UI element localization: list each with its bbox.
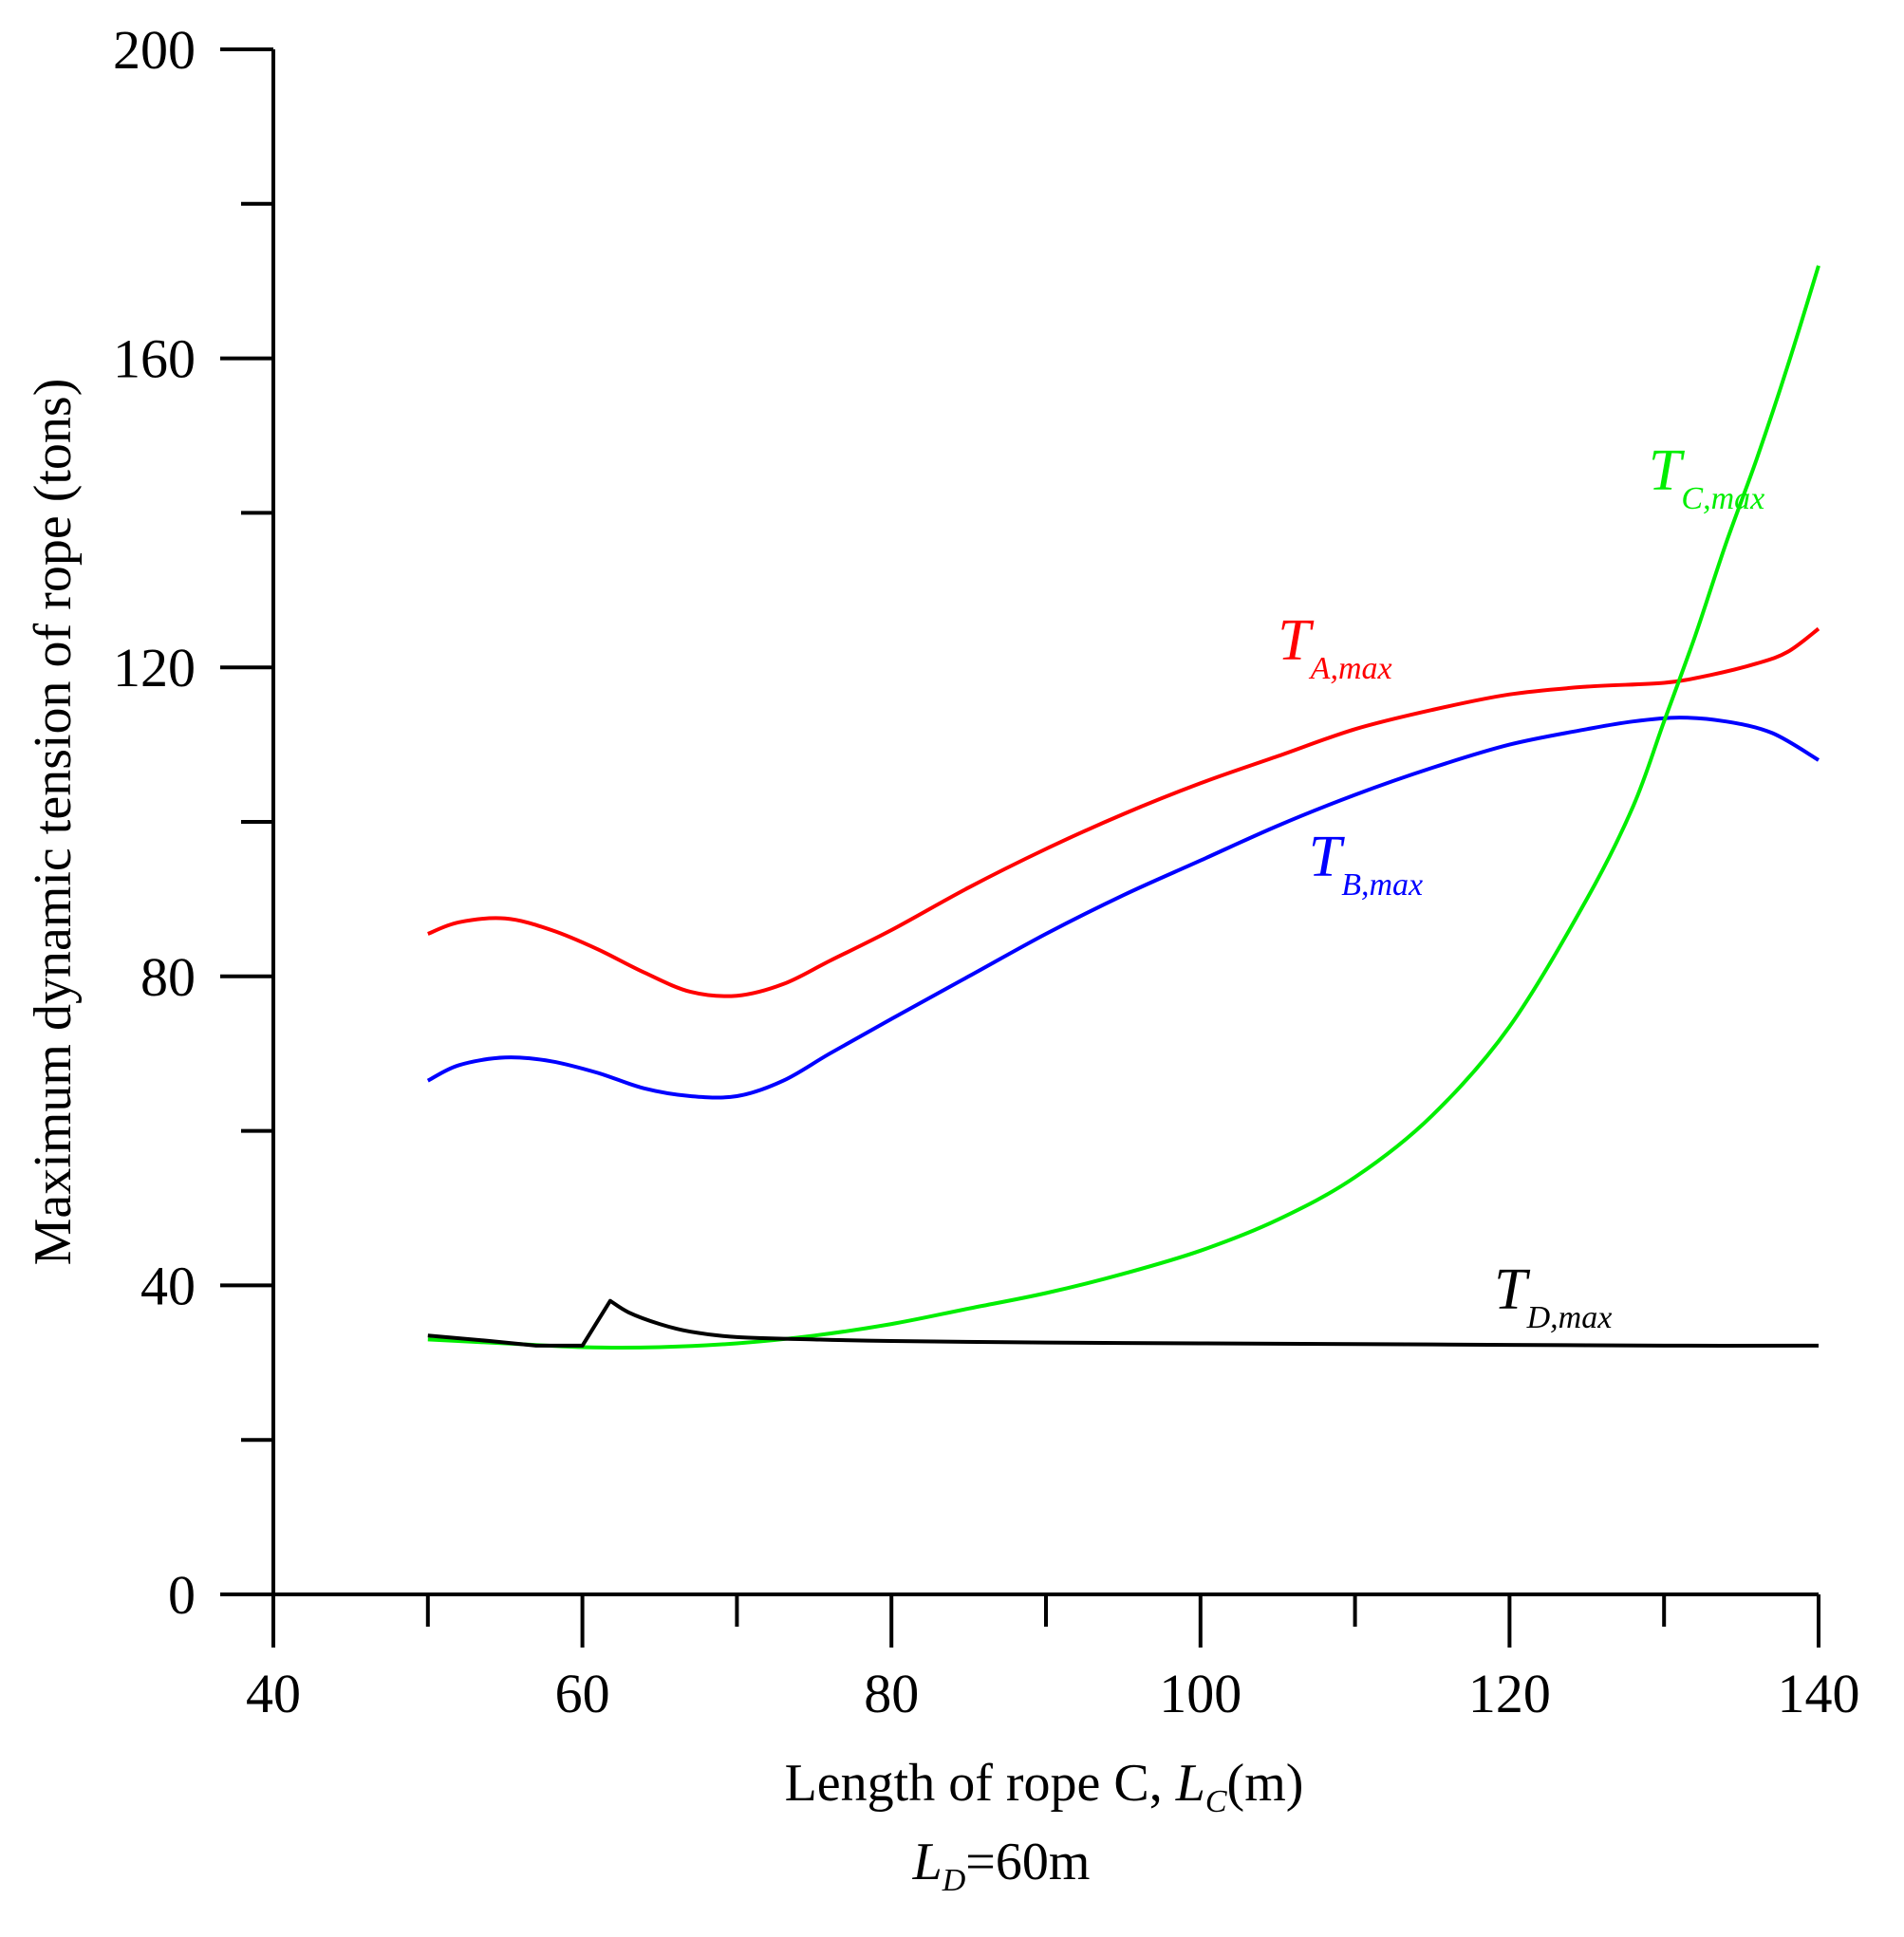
caption-rest: =60m [965,1833,1090,1891]
series-line-t-b-max [426,716,1820,1100]
x-tick-label: 120 [1468,1663,1551,1724]
y-tick-label: 0 [168,1564,196,1626]
x-axis-title: Length of rope C, LC(m) [785,1754,1304,1819]
caption-var: L [912,1833,943,1891]
series-label-sub: A,max [1309,651,1392,686]
x-tick-label: 60 [555,1663,610,1724]
x-tick-label: 100 [1159,1663,1241,1724]
series-layer [426,265,1820,1350]
y-tick-label: 200 [113,19,196,81]
series-label-t-c-max: TC,max [1649,438,1764,516]
caption: LD=60m [912,1833,1091,1898]
y-tick-label: 40 [140,1255,196,1316]
y-tick-label: 160 [113,328,196,390]
series-label-t-a-max: TA,max [1278,608,1391,686]
y-axis-title: Maximum dynamic tension of rope (tons) [24,379,83,1266]
series-label-main: T [1649,438,1686,503]
x-tick-label: 40 [246,1663,301,1724]
y-tick-label: 80 [140,946,196,1008]
x-axis-title-text: Length of rope C, [785,1754,1176,1813]
series-line-t-d-max [427,1298,1820,1348]
series-label-sub: C,max [1681,481,1764,516]
y-tick-label: 120 [113,637,196,698]
series-label-main: T [1309,825,1346,889]
x-axis-title-unit: (m) [1227,1754,1304,1813]
x-tick-label: 80 [864,1663,919,1724]
series-label-main: T [1494,1257,1531,1322]
x-tick-label: 140 [1778,1663,1860,1724]
series-label-t-d-max: TD,max [1494,1257,1612,1335]
series-line-t-c-max [427,265,1820,1350]
series-label-sub: B,max [1341,867,1423,903]
x-axis-title-var: L [1175,1754,1205,1813]
series-label-t-b-max: TB,max [1309,825,1423,903]
caption-sub: D [942,1863,966,1898]
axes: 0 40 80 120 160 200 40 60 80 100 120 140 [113,19,1860,1724]
series-label-main: T [1278,608,1315,673]
x-axis-title-sub: C [1205,1784,1227,1819]
series-line-t-a-max [427,626,1820,998]
series-label-sub: D,max [1526,1300,1613,1335]
